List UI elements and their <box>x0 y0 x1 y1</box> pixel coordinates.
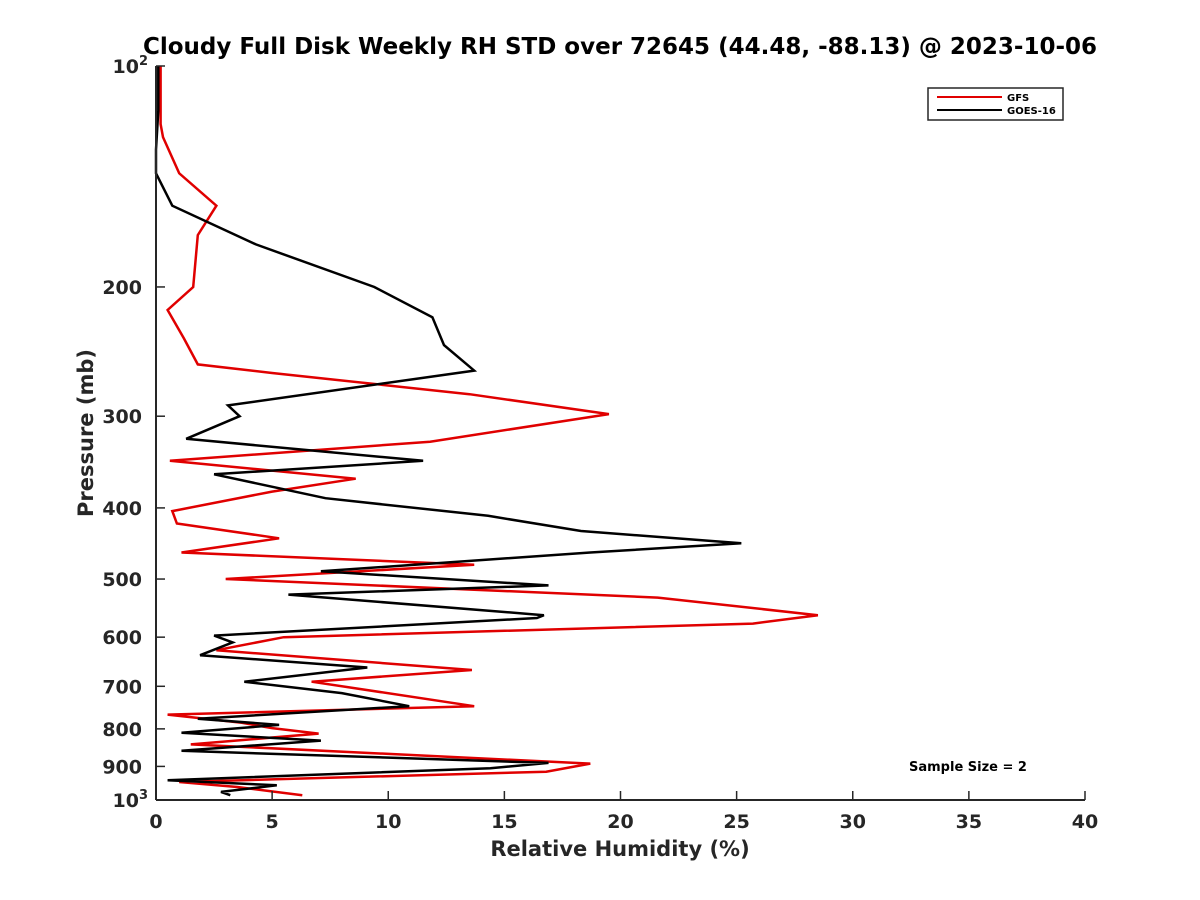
x-axis-label: Relative Humidity (%) <box>490 837 749 861</box>
x-tick-label: 40 <box>1072 811 1098 833</box>
y-tick-label: 600 <box>102 627 142 649</box>
legend: GFS GOES-16 <box>927 87 1064 121</box>
legend-box <box>927 87 1064 121</box>
y-tick-label: 900 <box>102 756 142 778</box>
series-line-goes16 <box>154 66 742 797</box>
chart-title: Cloudy Full Disk Weekly RH STD over 7264… <box>143 34 1097 60</box>
y-axis-label: Pressure (mb) <box>74 349 98 517</box>
legend-label-goes16: GOES-16 <box>1007 106 1056 117</box>
y-axis-ticks: 102 200 300 400 500 600 700 800 900 103 <box>102 54 165 812</box>
y-tick-label: 200 <box>102 277 142 299</box>
x-tick-label: 0 <box>149 811 162 833</box>
sample-size-annotation: Sample Size = 2 <box>909 760 1027 775</box>
x-tick-label: 30 <box>840 811 866 833</box>
plot-data-layer <box>154 66 819 797</box>
series-line-gfs <box>159 66 819 797</box>
x-axis-ticks: 0 5 10 15 20 25 30 35 40 <box>149 791 1098 833</box>
y-tick-label: 700 <box>102 676 142 698</box>
y-tick-label: 800 <box>102 719 142 741</box>
legend-label-gfs: GFS <box>1007 93 1029 104</box>
y-tick-label: 400 <box>102 498 142 520</box>
x-tick-label: 10 <box>375 811 401 833</box>
x-tick-label: 5 <box>266 811 279 833</box>
y-tick-label: 102 <box>113 54 149 78</box>
y-tick-label: 500 <box>102 569 142 591</box>
x-tick-label: 20 <box>607 811 633 833</box>
x-tick-label: 15 <box>491 811 517 833</box>
x-tick-label: 35 <box>956 811 982 833</box>
x-tick-label: 25 <box>723 811 749 833</box>
y-tick-label: 300 <box>102 406 142 428</box>
y-tick-label: 103 <box>113 788 149 812</box>
